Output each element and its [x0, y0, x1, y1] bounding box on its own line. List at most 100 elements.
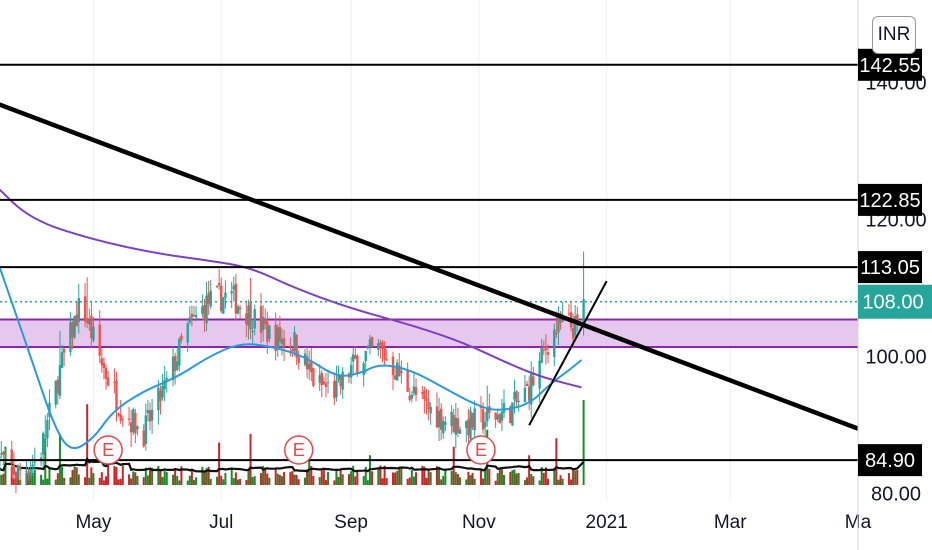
level-tag-label: 122.85: [859, 190, 920, 212]
candle-body: [69, 322, 72, 353]
candle-body: [538, 360, 541, 389]
volume-bar: [102, 480, 105, 485]
candle-body: [102, 362, 106, 369]
candle-body: [12, 464, 16, 475]
earnings-marker: [283, 435, 314, 465]
candle-body: [398, 365, 401, 377]
candle-body: [100, 358, 104, 365]
volume-bar: [0, 475, 3, 485]
volume-bar: [582, 400, 585, 485]
volume-bar: [266, 473, 269, 485]
candle-body: [511, 402, 514, 426]
volume-bar: [410, 469, 413, 485]
candle-body: [129, 422, 133, 433]
volume-bar: [161, 477, 164, 485]
candle-body: [458, 429, 462, 434]
candle-body: [473, 408, 476, 431]
candle-body: [356, 355, 359, 374]
volume-bar: [517, 473, 520, 485]
volume-bar: [394, 472, 397, 485]
rising-trendline: [528, 280, 608, 426]
volume-bar: [291, 471, 294, 485]
volume-bar: [440, 479, 443, 485]
candle-body: [4, 450, 7, 453]
volume-bar: [515, 473, 518, 485]
volume-bar: [239, 478, 242, 485]
candle-body: [421, 392, 424, 394]
volume-bar: [381, 478, 384, 485]
candle-body: [134, 412, 137, 434]
candle-body: [115, 380, 118, 411]
candle-body: [27, 471, 30, 476]
volume-bar: [42, 479, 45, 485]
candle-body: [471, 413, 474, 428]
volume-bar: [236, 479, 239, 485]
volume-bar: [205, 468, 208, 485]
candle-body: [98, 324, 101, 356]
candle-body: [18, 465, 22, 471]
candle-body: [190, 313, 194, 318]
candle-body: [88, 319, 91, 325]
volume-bar: [188, 475, 191, 485]
volume-bar: [310, 465, 313, 485]
volume-bar: [176, 476, 179, 485]
volume-bar: [2, 473, 5, 485]
candle-body: [557, 316, 560, 333]
volume-bar: [283, 472, 286, 485]
candle-body: [146, 409, 150, 413]
candle-body: [104, 367, 108, 379]
volume-bar: [456, 474, 459, 485]
candle-body: [502, 403, 506, 413]
demand-zone-fill: [0, 319, 858, 347]
volume-bar: [115, 467, 118, 485]
volume-bar: [304, 477, 307, 485]
volume-bar: [262, 465, 265, 485]
y-tick-label: 100.00: [865, 347, 926, 369]
volume-bar: [429, 472, 432, 485]
volume-bar: [396, 471, 399, 485]
volume-bar: [500, 469, 503, 485]
volume-bar: [503, 475, 506, 485]
volume-bar: [553, 467, 556, 485]
candle-body: [253, 309, 256, 329]
volume-bar: [339, 468, 342, 485]
candle-body: [106, 377, 110, 386]
volume-bar: [379, 465, 382, 485]
volume-bar: [347, 474, 350, 485]
volume-bar: [333, 480, 336, 485]
volume-bar: [572, 468, 575, 485]
level-tag-label: 84.90: [865, 450, 915, 472]
volume-bar: [293, 474, 296, 485]
volume-bar: [75, 467, 78, 485]
volume-bar: [427, 470, 430, 485]
candle-body: [339, 375, 342, 387]
candle-body: [224, 292, 227, 298]
volume-bar: [442, 475, 445, 485]
currency-button[interactable]: INR: [872, 16, 916, 54]
candle-body: [71, 321, 74, 338]
volume-bar: [435, 466, 438, 485]
volume-bar: [576, 470, 579, 485]
candle-body: [282, 338, 286, 347]
candle-body: [439, 408, 443, 430]
candle-body: [496, 414, 499, 420]
candle-body: [400, 370, 403, 374]
candle-body: [469, 410, 472, 439]
candle-body: [544, 346, 548, 351]
volume-bar: [362, 476, 365, 485]
candle-body: [192, 315, 196, 317]
candle-body: [44, 435, 47, 437]
candle-body: [366, 346, 370, 348]
candle-body: [429, 406, 432, 414]
candle-body: [113, 382, 116, 384]
volume-bar: [364, 466, 367, 485]
moving-average-slow: [0, 188, 582, 389]
volume-bar: [356, 470, 359, 485]
candle-body: [127, 418, 131, 420]
falling-trendline: [0, 102, 859, 431]
candle-body: [546, 352, 550, 355]
volume-bar: [295, 474, 298, 485]
candle-body: [322, 381, 326, 385]
candle-body: [16, 465, 20, 476]
